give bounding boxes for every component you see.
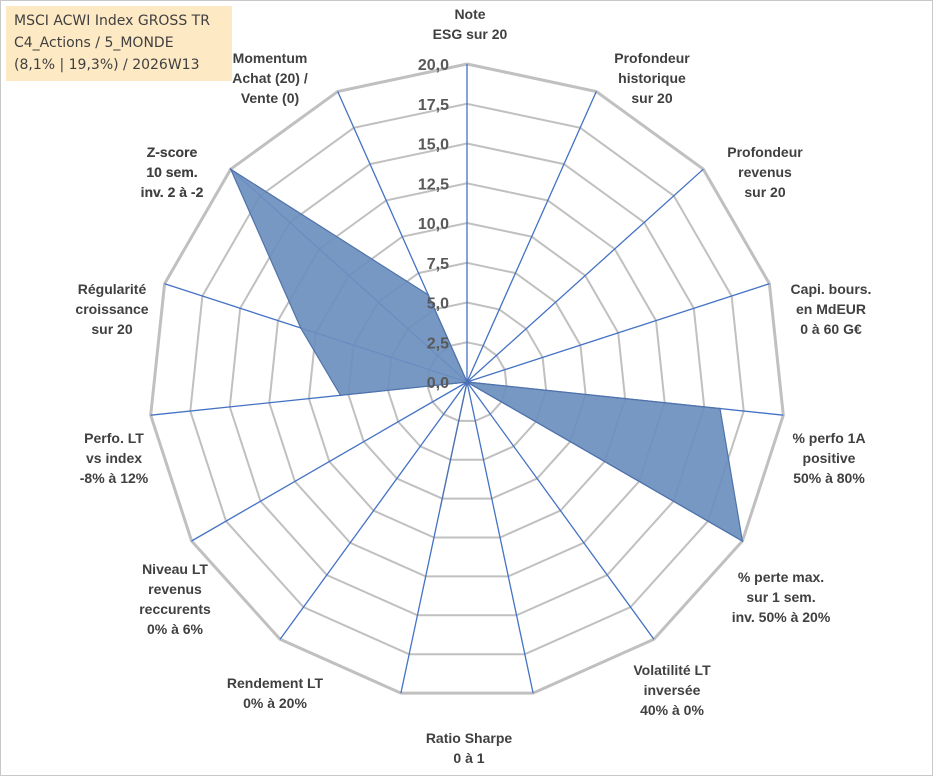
axis-label-14-line-3: inv. 2 à -2	[141, 184, 204, 200]
axis-spoke-11	[191, 381, 468, 542]
axis-label-13: Z-score 10 sem. inv. 2 à -2	[141, 144, 204, 200]
axis-label-9-line-1: Rendement LT	[227, 675, 324, 691]
axis-spoke-3	[466, 168, 704, 383]
axis-label-10-line-3: reccurents	[139, 601, 211, 617]
tick-label-8: 20,0	[418, 57, 449, 74]
axis-label-2-line-1: Profondeur	[614, 50, 690, 66]
tick-label-3: 7,5	[427, 256, 449, 273]
axis-label-3-line-2: revenus	[738, 164, 792, 180]
data-point-5	[719, 407, 721, 410]
axis-label-10-line-2: revenus	[148, 581, 202, 597]
axis-label-15-line-1: Momentum	[233, 50, 308, 66]
axis-spoke-4	[466, 283, 770, 383]
data-point-6	[741, 540, 744, 542]
axis-label-7-line-1: Volatilité LT	[633, 662, 711, 678]
axis-label-12-line-2: croissance	[75, 301, 148, 317]
axis-label-14-line-1: Z-score	[147, 144, 198, 160]
axis-spoke-10	[279, 381, 468, 640]
data-point-13	[299, 327, 302, 329]
axis-label-3-line-1: Profondeur	[727, 144, 803, 160]
radar-series	[229, 167, 744, 543]
axis-label-12: Régularité croissance sur 20	[75, 281, 148, 337]
axis-spoke-7	[466, 381, 655, 640]
axis-label-15-line-3: Vente (0)	[241, 90, 299, 106]
axis-spoke-2	[466, 91, 597, 383]
axis-label-11-line-3: -8% à 12%	[80, 470, 149, 486]
chart-title-box: MSCI ACWI Index GROSS TR C4_Actions / 5_…	[6, 6, 232, 81]
axis-label-11-line-1: Perfo. LT	[84, 430, 144, 446]
axis-label-10-line-4: 0% à 6%	[147, 621, 204, 637]
axis-label-6-line-2: sur 1 sem.	[746, 589, 815, 605]
axis-label-5-line-3: 50% à 80%	[793, 470, 865, 486]
axis-label-4-line-1: Capi. bours.	[791, 281, 872, 297]
axis-label-14-line-2: 10 sem.	[146, 164, 197, 180]
axis-label-13-line-2: 10 sem.	[146, 164, 197, 180]
grid-ring-7	[189, 102, 745, 656]
data-point-12	[339, 394, 342, 397]
axis-label-2-line-3: sur 20	[631, 90, 672, 106]
tick-label-5: 12,5	[418, 176, 449, 193]
axis-label-5: % perfo 1A positive 50% à 80%	[792, 430, 865, 486]
axis-label-10: Niveau LT revenus reccurents 0% à 6%	[139, 561, 211, 637]
axis-label-3-line-3: sur 20	[744, 184, 785, 200]
axis-label-10-line-1: Niveau LT	[142, 561, 208, 577]
axis-label-6-line-1: % perte max.	[738, 569, 824, 585]
axis-label-8-line-1: Ratio Sharpe	[426, 730, 513, 746]
axis-label-13-line-3: inv. 2 à -2	[141, 184, 204, 200]
axis-label-4-line-2: en MdEUR	[796, 301, 866, 317]
axis-label-9: Rendement LT 0% à 20%	[227, 675, 324, 711]
axis-label-7-line-3: 40% à 0%	[640, 702, 704, 718]
axis-label-5-line-2: positive	[803, 450, 856, 466]
axis-label-4-line-3: 0 à 60 G€	[800, 321, 862, 337]
axis-label-5-line-1: % perfo 1A	[792, 430, 865, 446]
axis-spoke-8	[466, 381, 534, 694]
chart-title-line-1: MSCI ACWI Index GROSS TR	[14, 13, 210, 29]
tick-label-1: 2,5	[427, 335, 449, 352]
axis-label-13-line-1: Z-score	[147, 144, 198, 160]
grid-ring-8	[149, 62, 785, 695]
tick-label-4: 10,0	[418, 216, 449, 233]
axis-label-1-line-2: ESG sur 20	[433, 26, 508, 42]
chart-title-line-2: C4_Actions / 5_MONDE	[14, 35, 174, 51]
axis-label-14: Z-score 10 sem. inv. 2 à -2	[141, 144, 204, 200]
tick-label-0: 0,0	[427, 375, 449, 392]
tick-label-6: 15,0	[418, 137, 449, 154]
data-point-14	[229, 168, 232, 170]
chart-title-line-3: (8,1% | 19,3%) / 2026W13	[14, 57, 200, 73]
axis-label-15-line-2: Achat (20) /	[232, 70, 308, 86]
tick-label-7: 17,5	[418, 97, 449, 114]
axis-label-7-line-2: inversée	[644, 682, 701, 698]
radar-axis-labels: Note ESG sur 20 Profondeur historique sur 20…	[75, 6, 871, 766]
data-point-15	[427, 294, 430, 296]
axis-label-6: % perte max. sur 1 sem. inv. 50% à 20%	[732, 569, 831, 625]
axis-label-2: Profondeur historique sur 20	[614, 50, 690, 106]
axis-label-8-line-2: 0 à 1	[453, 750, 484, 766]
axis-label-11-line-2: vs index	[86, 450, 142, 466]
axis-label-4: Capi. bours. en MdEUR 0 à 60 G€	[791, 281, 872, 337]
axis-label-11: Perfo. LT vs index -8% à 12%	[80, 430, 149, 486]
axis-label-7: Volatilité LT inversée 40% à 0%	[633, 662, 711, 718]
axis-label-12-line-1: Régularité	[78, 281, 147, 297]
axis-label-1: Note ESG sur 20	[433, 6, 508, 42]
radar-tick-labels: 0,0 2,5 5,0 7,5 10,0 12,5 15,0 17,5 20,0	[418, 57, 449, 392]
axis-label-9-line-2: 0% à 20%	[243, 695, 307, 711]
tick-label-2: 5,0	[427, 296, 449, 313]
axis-label-1-line-1: Note	[454, 6, 485, 22]
series-area	[229, 167, 744, 543]
axis-label-8: Ratio Sharpe 0 à 1	[426, 730, 513, 766]
axis-label-2-line-2: historique	[618, 70, 686, 86]
data-point-11	[466, 381, 468, 383]
grid-ring-6	[228, 142, 706, 617]
axis-label-3: Profondeur revenus sur 20	[727, 144, 803, 200]
axis-label-15: Momentum Achat (20) / Vente (0)	[232, 50, 308, 106]
axis-label-12-line-3: sur 20	[91, 321, 132, 337]
data-point-9	[439, 505, 442, 508]
axis-label-6-line-3: inv. 50% à 20%	[732, 609, 831, 625]
